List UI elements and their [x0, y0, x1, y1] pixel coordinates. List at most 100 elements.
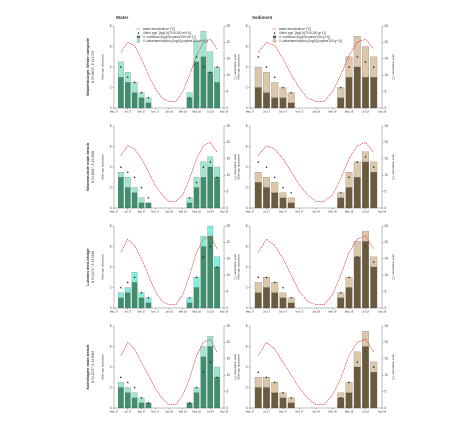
y2-axis-label: water temperature [°C] [391, 354, 395, 380]
x-tick-label: Nov 17 [151, 210, 160, 214]
point [372, 260, 375, 263]
y-tick-label: 2 [246, 85, 248, 89]
y-tick-label: 8 [246, 224, 248, 228]
bar [337, 397, 345, 409]
legend-swatch [136, 35, 141, 39]
y-axis-label: Vibrio spp. abundance [237, 354, 241, 380]
bar [145, 202, 152, 209]
x-tick-label: Mar 18 [179, 410, 188, 414]
bar [186, 302, 193, 309]
point [290, 91, 293, 94]
bar [131, 92, 138, 109]
point [216, 265, 219, 268]
x-tick-label: May 18 [345, 210, 354, 214]
y2-tick-label: 10 [227, 273, 231, 277]
bar [254, 172, 262, 183]
point [133, 81, 136, 84]
x-tick-label: Sep 17 [279, 110, 288, 114]
bar [254, 282, 262, 293]
point [372, 65, 375, 68]
y2-tick-label: 0 [227, 106, 229, 110]
bar [353, 36, 361, 68]
bar [271, 82, 279, 98]
x-tick-label: May 17 [246, 310, 255, 314]
point [188, 296, 191, 299]
bar [345, 392, 353, 409]
bar [337, 292, 345, 298]
bar [214, 366, 220, 378]
y2-tick-label: 0 [385, 106, 387, 110]
x-tick-label: May 18 [345, 110, 354, 114]
bar [193, 61, 200, 109]
bar [263, 187, 270, 209]
point [188, 401, 191, 404]
y-tick-label: 0 [110, 106, 112, 110]
bar [186, 202, 193, 209]
x-tick-label: May 18 [192, 310, 201, 314]
point [290, 396, 293, 399]
point [195, 181, 198, 184]
bar [200, 356, 207, 409]
x-tick-label: Jul 17 [263, 310, 270, 314]
bar [263, 92, 270, 109]
bar [193, 41, 200, 62]
point [216, 376, 219, 378]
point [119, 376, 122, 378]
point [140, 396, 143, 399]
point [273, 76, 276, 78]
y2-tick-label: 10 [227, 73, 231, 77]
point [356, 160, 359, 163]
bar [207, 51, 214, 73]
y-tick-label: 6 [246, 244, 248, 248]
bar [145, 297, 152, 303]
bar [353, 161, 361, 178]
bar [200, 161, 207, 178]
y-tick-label: 8 [110, 124, 112, 128]
legend-label: water temperature [°C] [143, 27, 175, 31]
bar [124, 287, 131, 293]
bar [118, 172, 124, 178]
bar [193, 287, 200, 309]
site-coords: N 54.1175°, E 13.8083 [91, 351, 95, 383]
point [209, 71, 212, 73]
y2-tick-label: 10 [385, 73, 389, 77]
bar [362, 241, 369, 309]
bar [200, 346, 207, 357]
x-tick-label: Jan 18 [312, 210, 320, 214]
bar [337, 197, 345, 209]
temperature-line [120, 338, 218, 406]
x-tick-label: Nov 17 [295, 310, 304, 314]
point [372, 165, 375, 168]
panel: Vibrio spp. abundance water temperature [… [237, 324, 396, 414]
x-tick-label: May 18 [192, 210, 201, 214]
point [202, 371, 205, 373]
bar [271, 382, 279, 393]
bar [370, 266, 378, 309]
point [348, 381, 350, 384]
point [147, 401, 150, 404]
bar [279, 292, 287, 298]
x-tick-label: May 18 [345, 410, 354, 414]
x-tick-label: Mar 18 [179, 210, 188, 214]
bar [207, 225, 214, 237]
legend-label: Vibrio spp. [log10(CFU/100 ml+1)] [143, 31, 191, 35]
bar [118, 292, 124, 298]
point [364, 155, 367, 158]
y-tick-label: 8 [110, 224, 112, 228]
site-coords: N 54.1801°, E 12.0838 [91, 151, 95, 184]
bar [279, 397, 287, 409]
x-tick-label: May 17 [246, 110, 255, 114]
y2-tick-label: 10 [227, 173, 231, 177]
y2-tick-label: 25 [227, 224, 231, 228]
y2-axis-label: water temperature [°C] [233, 154, 237, 180]
y2-axis-label: water temperature [°C] [233, 254, 237, 280]
point [282, 186, 284, 189]
y-tick-label: 2 [246, 185, 248, 189]
bar [345, 77, 353, 109]
x-tick-label: Sep 18 [378, 110, 387, 114]
x-tick-label: Jul 17 [124, 410, 131, 414]
point [265, 276, 268, 278]
bar [200, 236, 207, 247]
y2-tick-label: 5 [385, 189, 387, 193]
bar [138, 197, 145, 203]
